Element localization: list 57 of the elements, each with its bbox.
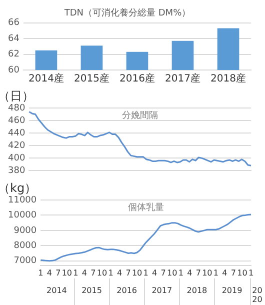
x-tick-label: 1: [73, 268, 78, 278]
x-tick-label: 4: [116, 268, 122, 278]
y-axis-title: （kg）: [0, 181, 37, 195]
x-tick-label: 4: [187, 268, 192, 278]
y-axis-title: （日）: [0, 89, 34, 103]
x-tick-label: 2015産: [74, 72, 110, 85]
chart-title: 個体乳量: [128, 202, 164, 213]
y-tick-label: 480: [8, 103, 26, 114]
x-tick-label: 7: [90, 268, 96, 278]
x-tick-label: 7: [230, 268, 236, 278]
text: 2016: [116, 286, 138, 295]
x-tick-label: 10: [167, 268, 178, 278]
x-tick-label: 2017産: [165, 72, 200, 85]
x-tick-label: 4: [82, 268, 88, 278]
x-tick-label: 10: [132, 268, 142, 278]
x-tick-label: 10: [62, 268, 72, 278]
text: 2015: [82, 286, 102, 295]
y-tick-label: 64: [8, 34, 20, 44]
x-tick-label: 4: [222, 268, 228, 278]
x-tick-label: 7: [56, 268, 61, 278]
y-tick-label: 420: [8, 140, 26, 151]
x-tick-label: 1: [108, 268, 114, 278]
y-tick-label: 460: [8, 116, 26, 126]
chart-title: TDN（可消化養分総量 DM%）: [63, 8, 191, 19]
x-tick-label: 1: [248, 268, 254, 278]
x-tick-label: 2014産: [28, 72, 64, 85]
y-tick-label: 60: [8, 65, 20, 76]
text: 2014: [46, 286, 67, 295]
y-tick-label: 8000: [14, 240, 37, 251]
y-tick-label: 10000: [8, 210, 37, 221]
text: 2019: [222, 286, 242, 295]
x-tick-label: 10: [96, 268, 108, 278]
chart-title: 分娩間隔: [122, 110, 158, 121]
y-tick-label: 380: [8, 166, 26, 176]
y-tick-label: 62: [8, 50, 20, 60]
x-tick-label: 10: [237, 268, 248, 278]
y-tick-label: 7000: [14, 256, 37, 266]
x-tick-label: 1: [38, 268, 44, 278]
text: 2018: [186, 286, 208, 295]
y-tick-label: 400: [8, 153, 26, 164]
y-tick-label: 11000: [8, 195, 37, 206]
y-tick-label: 9000: [14, 226, 37, 236]
x-tick-label: 2016産: [120, 72, 155, 85]
x-tick-label: 1: [143, 268, 148, 278]
x-tick-label: 7: [126, 268, 131, 278]
y-tick-label: 66: [8, 18, 20, 28]
x-tick-label: 1: [213, 268, 218, 278]
x-tick-label: 10: [202, 268, 212, 278]
y-tick-label: 440: [8, 128, 26, 138]
x-tick-label: 7: [196, 268, 201, 278]
text: 2020: [252, 286, 262, 304]
x-tick-label: 4: [152, 268, 158, 278]
x-tick-label: 7: [160, 268, 166, 278]
x-tick-label: 1: [178, 268, 184, 278]
x-tick-label: 2018産: [210, 72, 246, 85]
text: 2017: [152, 286, 172, 295]
x-tick-label: 4: [46, 268, 52, 278]
